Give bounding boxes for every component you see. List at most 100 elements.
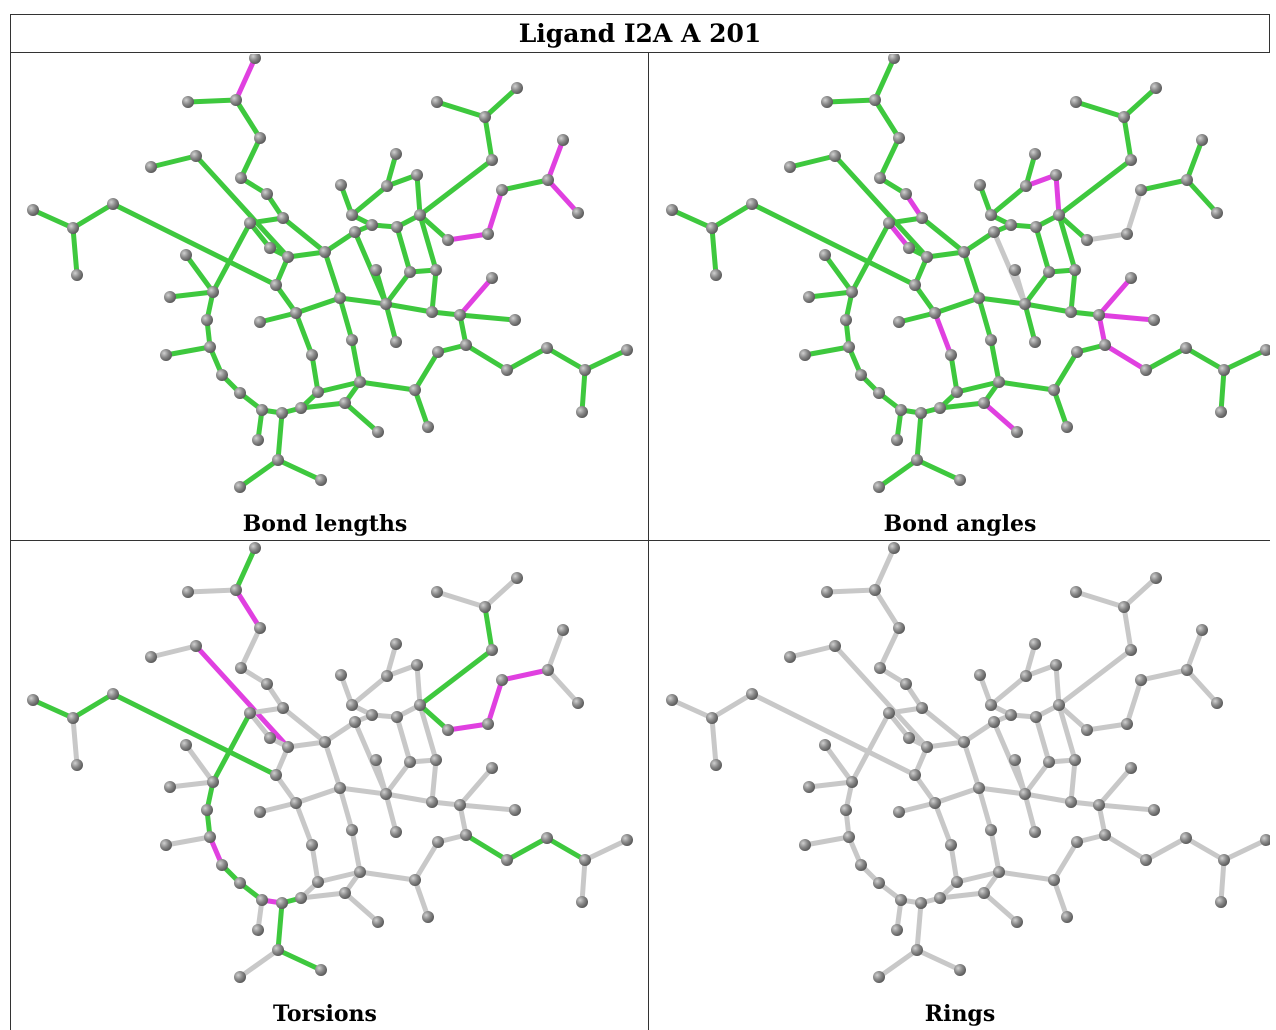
bond [1099, 768, 1131, 805]
bond [241, 138, 260, 178]
atom [988, 716, 1000, 728]
bond [340, 788, 352, 830]
atom [1043, 756, 1055, 768]
bond [1141, 180, 1187, 190]
bond [917, 903, 921, 950]
bond [1146, 348, 1186, 370]
atom [1118, 601, 1130, 613]
atom [829, 150, 841, 162]
bond [917, 460, 960, 480]
atom [261, 188, 273, 200]
atom [1099, 829, 1111, 841]
atom [190, 150, 202, 162]
bond [278, 413, 282, 460]
atom [404, 266, 416, 278]
atom [370, 264, 382, 276]
atom [666, 694, 678, 706]
atom [460, 339, 472, 351]
atom [954, 474, 966, 486]
panel-grid: Bond lengths Bond angles Torsions Rings [0, 0, 1276, 1030]
atom [414, 209, 426, 221]
atom [249, 52, 261, 64]
atom [404, 756, 416, 768]
bond [151, 646, 196, 657]
atom [234, 971, 246, 983]
atom [951, 876, 963, 888]
atom [988, 226, 1000, 238]
atom [579, 364, 591, 376]
bond [448, 724, 488, 730]
atom [160, 349, 172, 361]
atom [873, 387, 885, 399]
atom [1125, 644, 1137, 656]
bond [879, 950, 917, 977]
atom [974, 669, 986, 681]
atom [557, 624, 569, 636]
atom [1030, 711, 1042, 723]
bond [672, 210, 712, 228]
atom [254, 622, 266, 634]
atom [784, 161, 796, 173]
bond [1187, 670, 1217, 703]
atom [346, 334, 358, 346]
atom [290, 797, 302, 809]
atom [27, 204, 39, 216]
atom [1070, 96, 1082, 108]
atom [1019, 788, 1031, 800]
atom [414, 699, 426, 711]
atom [819, 249, 831, 261]
bond [935, 788, 979, 803]
atom [1053, 699, 1065, 711]
atom [334, 292, 346, 304]
atom [1009, 754, 1021, 766]
atom [903, 732, 915, 744]
atom [319, 736, 331, 748]
bond [1124, 88, 1156, 117]
atom [541, 342, 553, 354]
atom [354, 866, 366, 878]
atom [746, 198, 758, 210]
atom [1071, 836, 1083, 848]
atom [706, 222, 718, 234]
atom [1061, 911, 1073, 923]
bond [73, 718, 77, 765]
atom [572, 207, 584, 219]
bond [1054, 842, 1077, 880]
bond [352, 340, 360, 382]
atom [432, 836, 444, 848]
panel-caption: Bond lengths [243, 511, 408, 537]
atom [891, 434, 903, 446]
bond [922, 218, 964, 252]
bond [1076, 102, 1124, 117]
atom [1009, 264, 1021, 276]
bond [712, 204, 752, 228]
atom [431, 96, 443, 108]
bond [352, 676, 387, 705]
atom [277, 702, 289, 714]
atom [1121, 718, 1133, 730]
atom [254, 806, 266, 818]
bond [352, 830, 360, 872]
bond [1221, 370, 1224, 412]
atom [479, 111, 491, 123]
bond [1186, 348, 1224, 370]
atom [921, 741, 933, 753]
atom [391, 711, 403, 723]
atom [454, 309, 466, 321]
atom [254, 316, 266, 328]
bond [582, 370, 585, 412]
bond [1071, 760, 1075, 802]
bond [1187, 180, 1217, 213]
atom [929, 797, 941, 809]
bond [296, 803, 312, 845]
bond [460, 768, 492, 805]
atom [846, 776, 858, 788]
atom [1019, 298, 1031, 310]
atom [254, 132, 266, 144]
bond [73, 228, 77, 275]
atom [985, 699, 997, 711]
atom [978, 397, 990, 409]
bond [420, 160, 492, 215]
bond [979, 298, 991, 340]
atom [873, 877, 885, 889]
